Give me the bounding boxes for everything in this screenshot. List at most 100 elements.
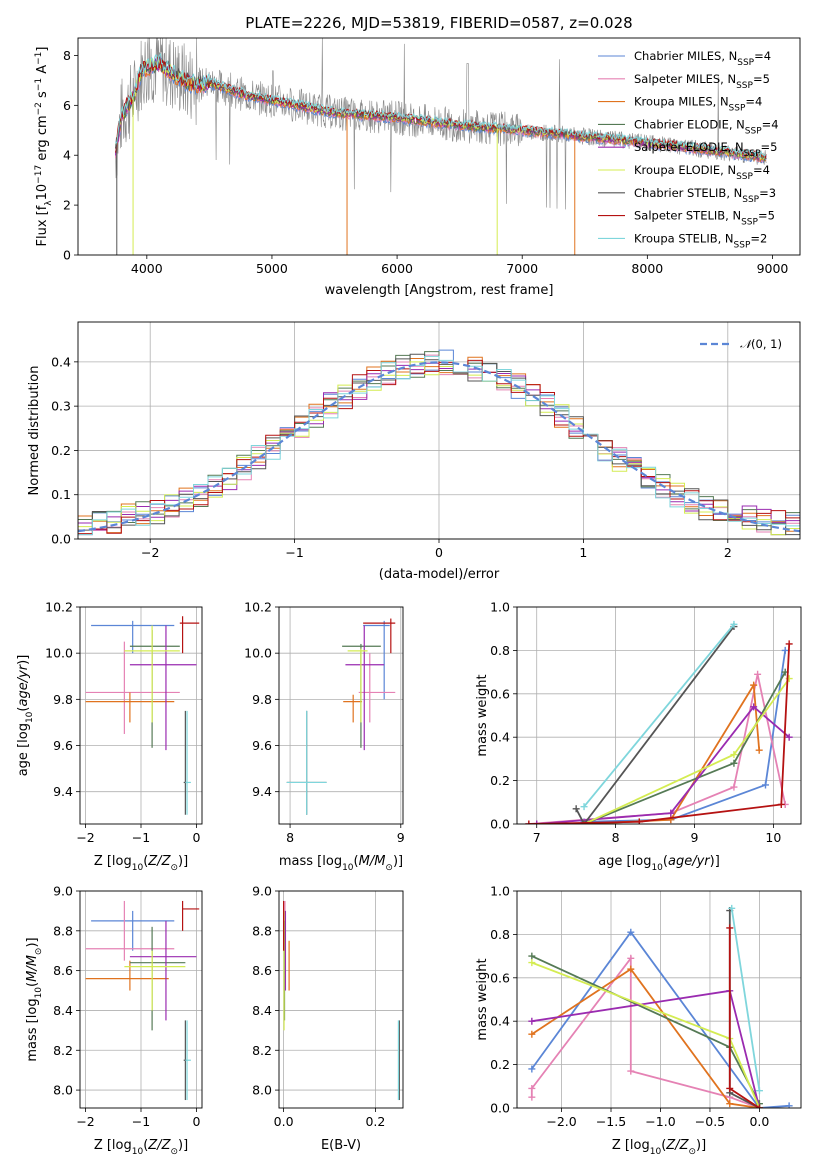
spectrum-ylabel: Flux [fλ10−17 erg cm−2 s−1 A−1] — [34, 47, 54, 247]
weight_vs_age-xtick-label: 8 — [612, 830, 620, 845]
spectrum-ytick-label: 8 — [63, 48, 71, 63]
residuals-xlabel: (data-model)/error — [379, 567, 500, 582]
age_vs_mass-xtick-label: 8 — [286, 830, 294, 845]
residuals-xtick-label: 0 — [435, 545, 443, 560]
weight-line-chabrier-miles — [584, 650, 787, 823]
age_vs_mass-axes — [275, 606, 403, 828]
legend-entry: Chabrier STELIB, NSSP=3 — [634, 186, 776, 205]
mass_vs_ebv-xtick-label: 0.2 — [365, 1114, 385, 1129]
spectrum-xtick-label: 5000 — [256, 261, 288, 276]
weight-line-chabrier-stelib — [575, 625, 735, 824]
age_vs_Z-ytick-label: 9.6 — [53, 738, 73, 753]
mass_vs_ebv-ytick-label: 8.0 — [252, 1083, 272, 1098]
mass_vs_ebv-ytick-label: 8.4 — [252, 1003, 272, 1018]
weight-line-salpeter-stelib — [728, 927, 760, 1108]
age_vs_mass-ytick-label: 10.0 — [244, 646, 272, 661]
weight-line-chabrier-miles — [531, 930, 790, 1108]
weight-marker — [580, 820, 588, 824]
weight_vs_Z-frame — [516, 890, 802, 1109]
weight-marker — [528, 1084, 536, 1092]
weight_vs_age-ytick-label: 0.0 — [490, 817, 510, 832]
mass_vs_ebv-xtick-label: 0.0 — [274, 1114, 294, 1129]
weight-marker — [755, 1104, 763, 1108]
weight-marker — [528, 959, 536, 967]
age_vs_Z-errorbars — [85, 616, 200, 815]
spectrum-ytick-label: 4 — [63, 148, 71, 163]
weight-marker — [528, 952, 536, 960]
mass_vs_ebv-errorbars — [282, 900, 400, 1101]
age_vs_Z-ytick-label: 10.2 — [45, 600, 73, 615]
spectrum-xtick-label: 6000 — [381, 261, 413, 276]
legend-entry: Chabrier MILES, NSSP=4 — [634, 49, 771, 68]
residual-histograms — [78, 349, 800, 536]
spectrum-frame — [77, 37, 801, 256]
mass_vs_Z-xtick-label: −2 — [76, 1114, 94, 1129]
weight_vs_age-ytick-label: 0.8 — [490, 643, 510, 658]
weight-marker — [726, 1100, 734, 1108]
age_vs_Z-xtick-label: 0 — [192, 830, 200, 845]
residuals-xtick-label: 1 — [579, 545, 587, 560]
spectrum-lines — [115, 38, 767, 255]
weight-line-salpeter-stelib — [528, 643, 791, 824]
legend-entry: Kroupa STELIB, NSSP=2 — [634, 231, 767, 250]
weight_vs_age-xtick-label: 9 — [691, 830, 699, 845]
weight_vs_Z-lines — [528, 904, 793, 1108]
weight-marker — [635, 818, 643, 824]
weight_vs_age-xtick-label: 7 — [533, 830, 541, 845]
mass_vs_Z-ytick-label: 8.4 — [53, 1003, 73, 1018]
weight-marker — [781, 646, 789, 654]
residual-hist-salpeter-stelib — [78, 359, 800, 535]
weight-line-kroupa-elodie — [583, 678, 790, 824]
weight-line-kroupa-elodie — [531, 961, 761, 1108]
mass_vs_Z-ytick-label: 8.0 — [53, 1083, 73, 1098]
mass_vs_Z-errorbars — [85, 900, 200, 1101]
age_vs_mass-ytick-label: 9.6 — [252, 738, 272, 753]
weight-marker — [528, 1017, 536, 1025]
weight-marker — [533, 820, 541, 824]
weight-marker — [785, 733, 793, 741]
age_vs_mass-frame — [278, 606, 404, 825]
weight-marker — [777, 800, 785, 808]
weight_vs_age-ytick-label: 0.4 — [490, 730, 510, 745]
weight_vs_Z-ytick-label: 1.0 — [490, 884, 510, 899]
weight_vs_age-lines — [525, 620, 793, 824]
weight_vs_Z-xtick-label: 0.0 — [749, 1114, 769, 1129]
weight-line-salpeter-miles — [530, 955, 760, 1108]
spectrum-ytick-label: 6 — [63, 98, 71, 113]
weight-line-kroupa-miles — [531, 967, 760, 1108]
age_vs_Z-ylabel: age [log10(age/yr)] — [16, 655, 35, 777]
age_vs_mass-ytick-label: 9.8 — [252, 692, 272, 707]
weight-marker — [755, 1087, 763, 1095]
legend-entry: Kroupa ELODIE, NSSP=4 — [634, 163, 770, 182]
age_vs_mass-ytick-label: 10.2 — [244, 600, 272, 615]
mass_vs_Z-xtick-label: 0 — [192, 1114, 200, 1129]
mass_vs_Z-ytick-label: 8.2 — [53, 1043, 73, 1058]
residuals-frame — [77, 321, 801, 540]
weight-marker — [785, 1102, 793, 1108]
weight_vs_Z-xtick-label: −0.5 — [695, 1114, 725, 1129]
spectrum-legend — [598, 55, 625, 239]
residuals-ytick-label: 0.2 — [51, 443, 71, 458]
residuals-xtick-label: −2 — [141, 545, 159, 560]
age_vs_mass-xlabel: mass [log10(M/M⊙)] — [279, 854, 403, 873]
age_vs_Z-xtick-label: −2 — [76, 830, 94, 845]
weight-line-kroupa-stelib — [583, 623, 735, 808]
age_vs_mass-xtick-label: 9 — [397, 830, 405, 845]
weight_vs_Z-ytick-label: 0.4 — [490, 1014, 510, 1029]
spectrum-axes — [74, 55, 773, 259]
weight-marker — [525, 820, 533, 824]
weight-marker — [750, 681, 758, 689]
age_vs_Z-axes — [76, 606, 202, 828]
mass_vs_Z-ytick-label: 8.8 — [53, 923, 73, 938]
weight-marker — [528, 1065, 536, 1073]
mass_vs_Z-ytick-label: 9.0 — [53, 884, 73, 899]
weight_vs_age-ylabel: mass weight — [475, 674, 490, 756]
mass_vs_Z-xlabel: Z [log10(Z/Z⊙)] — [94, 1138, 188, 1157]
age_vs_Z-ytick-label: 10.0 — [45, 646, 73, 661]
mass_vs_ebv-ytick-label: 9.0 — [252, 884, 272, 899]
mass_vs_Z-frame — [79, 890, 203, 1109]
weight_vs_age-ytick-label: 1.0 — [490, 600, 510, 615]
legend-entry: Salpeter ELODIE, NSSP=5 — [634, 140, 777, 159]
weight-marker — [667, 809, 675, 817]
